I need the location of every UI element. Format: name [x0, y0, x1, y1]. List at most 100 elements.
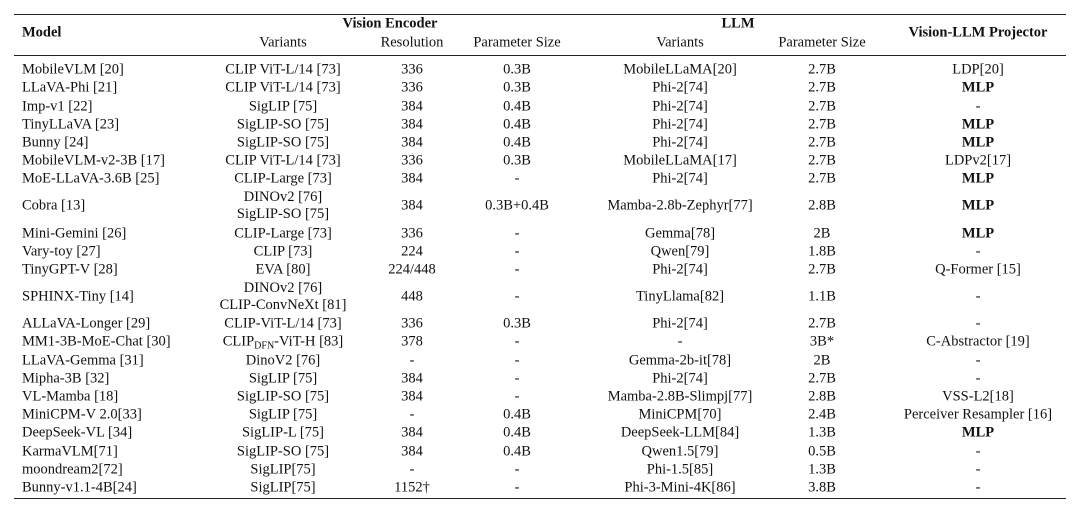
cell: SigLIP [75] — [248, 406, 318, 423]
cell: 384 — [401, 170, 423, 187]
cell: CLIP-ViT-L/14 [73] — [224, 315, 342, 332]
cell: LDP[20] — [952, 61, 1004, 78]
model-name: SPHINX-Tiny [14] — [22, 288, 134, 305]
model-name: TinyGPT-V [28] — [22, 261, 118, 278]
cell: - — [975, 479, 981, 496]
cell: 1.8B — [808, 243, 836, 260]
cell: C-Abstractor [19] — [926, 333, 1030, 350]
cell: - — [514, 288, 520, 305]
cell: 2.8B — [808, 197, 836, 214]
cell: 336 — [401, 315, 423, 332]
header-vision-encoder: Vision Encoder — [342, 15, 438, 32]
model-name: ALLaVA-Longer [29] — [22, 315, 151, 332]
cell: 2B — [813, 225, 831, 241]
cell: - — [677, 333, 683, 350]
cell: MLP — [961, 134, 995, 151]
cell: 0.3B — [503, 152, 531, 169]
cell: Qwen[79] — [650, 243, 710, 260]
cell: DINOv2 [76] SigLIP-SO [75] — [237, 189, 329, 223]
model-name: MiniCPM-V 2.0[33] — [22, 406, 142, 423]
subheader: Variants — [259, 34, 307, 51]
cell: 0.5B — [808, 443, 836, 459]
cell: MobileLLaMA[17] — [623, 152, 737, 169]
cell: 0.3B — [503, 315, 531, 332]
cell-subscript: DFN — [254, 340, 275, 352]
cell: - — [975, 370, 981, 387]
cell: Gemma[78] — [644, 225, 716, 241]
cell: - — [514, 352, 520, 368]
subheader: Variants — [656, 34, 704, 51]
model-name: TinyLLaVA [23] — [22, 116, 120, 133]
cell: 2.7B — [808, 261, 836, 278]
cell: CLIP-Large [73] — [234, 225, 332, 241]
cell: Qwen1.5[79] — [641, 443, 719, 459]
cell: - — [975, 98, 981, 114]
cell: Phi-2[74] — [652, 98, 708, 114]
cell: 0.3B — [503, 61, 531, 78]
cell: 0.4B — [503, 116, 531, 133]
cell: 384 — [401, 134, 423, 151]
cell: 1.3B — [808, 424, 836, 441]
cell-line: DINOv2 [76] — [243, 280, 323, 296]
cell: Phi-2[74] — [652, 370, 708, 387]
cell: Phi-2[74] — [652, 79, 708, 96]
cell: 2B — [813, 352, 831, 368]
cell: SigLIP[75] — [250, 479, 316, 496]
cell: Phi-2[74] — [652, 315, 708, 332]
cell: 0.4B — [503, 98, 531, 114]
cell: - — [514, 370, 520, 387]
cell: 384 — [401, 98, 423, 114]
cell: 0.4B — [503, 443, 531, 459]
model-name: Bunny [24] — [22, 134, 89, 151]
header-model: Model — [22, 24, 62, 41]
cell: - — [514, 333, 520, 350]
cell: 2.7B — [808, 134, 836, 151]
cell: Mamba-2.8B-Slimpj[77] — [607, 388, 753, 405]
cell: MLP — [961, 225, 995, 241]
cell: 3B* — [809, 333, 835, 350]
cell: - — [975, 352, 981, 368]
header-projector: Vision-LLM Projector — [908, 24, 1048, 41]
cell: Q-Former [15] — [935, 261, 1021, 278]
cell: Phi-2[74] — [652, 116, 708, 133]
cell: 0.4B — [503, 134, 531, 151]
model-name: Vary-toy [27] — [22, 243, 101, 260]
cell: 0.4B — [503, 406, 531, 423]
cell: 224 — [401, 243, 423, 260]
cell: 384 — [401, 197, 423, 214]
cell: 2.8B — [808, 388, 836, 405]
model-name: MM1-3B-MoE-Chat [30] — [22, 333, 171, 350]
cell: 384 — [401, 388, 423, 405]
cell: 2.4B — [808, 406, 836, 423]
cell: MLP — [961, 170, 995, 187]
cell: 384 — [401, 370, 423, 387]
cell: SigLIP [75] — [248, 370, 318, 387]
cell: 2.7B — [808, 116, 836, 133]
cell: 2.7B — [808, 315, 836, 332]
cell: 2.7B — [808, 170, 836, 187]
cell: CLIP-Large [73] — [234, 170, 332, 187]
model-name: DeepSeek-VL [34] — [22, 424, 133, 441]
model-name: MobileVLM-v2-3B [17] — [22, 152, 165, 169]
cell: Phi-3-Mini-4K[86] — [624, 479, 736, 496]
cell: 2.7B — [808, 370, 836, 387]
cell: Phi-2[74] — [652, 134, 708, 151]
cell: MiniCPM[70] — [638, 406, 722, 423]
cell: MLP — [961, 79, 995, 96]
cell: 0.3B+0.4B — [485, 197, 549, 214]
cell: - — [514, 461, 520, 478]
cell: 448 — [401, 288, 423, 305]
cell: TinyLlama[82] — [635, 288, 725, 305]
cell: SigLIP [75] — [248, 98, 318, 114]
model-name: LLaVA-Phi [21] — [22, 79, 118, 96]
cell: 1.1B — [808, 288, 836, 305]
cell: SigLIP-SO [75] — [236, 116, 330, 133]
model-name: LLaVA-Gemma [31] — [22, 352, 144, 368]
cell: 336 — [401, 61, 423, 78]
cell: - — [514, 170, 520, 187]
cell: Gemma-2b-it[78] — [628, 352, 732, 368]
cell: Phi-2[74] — [652, 170, 708, 187]
cell: 0.4B — [503, 424, 531, 441]
cell: 1.3B — [808, 461, 836, 478]
bottom-rule — [14, 498, 1066, 500]
